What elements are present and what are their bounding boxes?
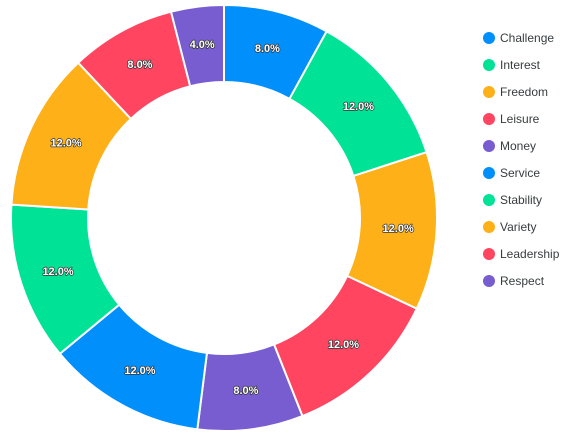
slice-label-variety: 12.0% xyxy=(383,223,414,235)
legend-label: Respect xyxy=(500,273,545,288)
slice-label-freedom: 12.0% xyxy=(51,138,82,150)
slice-money[interactable] xyxy=(169,3,225,88)
legend-item-variety[interactable]: Variety xyxy=(483,213,559,240)
legend-marker-icon xyxy=(483,274,495,287)
donut-chart: 8.0% 12.0% 12.0% 12.0% 8.0% 12.0% 12.0% 12.0% 8.… xyxy=(10,3,438,432)
legend-marker-icon xyxy=(483,58,495,71)
legend-item-freedom[interactable]: Freedom xyxy=(483,78,559,105)
legend-label: Leisure xyxy=(500,111,540,126)
legend-label: Money xyxy=(500,138,537,153)
legend-item-interest[interactable]: Interest xyxy=(483,51,559,78)
legend-marker-icon xyxy=(483,139,495,152)
slice-label-leisure: 8.0% xyxy=(127,59,152,71)
slice-label-challenge: 12.0% xyxy=(124,365,155,377)
slice-label-interest: 12.0% xyxy=(42,266,73,278)
slice-label-stability: 12.0% xyxy=(343,101,374,113)
legend-item-leisure[interactable]: Leisure xyxy=(483,105,559,132)
slice-label-money: 4.0% xyxy=(190,39,215,51)
legend-label: Stability xyxy=(500,192,543,207)
chart-legend: Challenge Interest Freedom Leisure Money Serv… xyxy=(483,24,559,294)
legend-label: Interest xyxy=(500,57,541,72)
legend-marker-icon xyxy=(483,166,495,179)
legend-item-leadership[interactable]: Leadership xyxy=(483,240,559,267)
legend-item-service[interactable]: Service xyxy=(483,159,559,186)
slice-label-respect: 8.0% xyxy=(233,385,258,397)
legend-label: Freedom xyxy=(500,84,549,99)
legend-label: Variety xyxy=(500,219,537,234)
slice-label-service: 8.0% xyxy=(255,43,280,55)
legend-marker-icon xyxy=(483,220,495,233)
legend-label: Challenge xyxy=(500,30,555,45)
slice-label-leadership: 12.0% xyxy=(328,339,359,351)
legend-item-challenge[interactable]: Challenge xyxy=(483,24,559,51)
legend-marker-icon xyxy=(483,193,495,206)
legend-marker-icon xyxy=(483,247,495,260)
legend-item-money[interactable]: Money xyxy=(483,132,559,159)
legend-item-stability[interactable]: Stability xyxy=(483,186,559,213)
legend-label: Leadership xyxy=(500,246,560,261)
legend-marker-icon xyxy=(483,85,495,98)
legend-label: Service xyxy=(500,165,541,180)
legend-item-respect[interactable]: Respect xyxy=(483,267,559,294)
legend-marker-icon xyxy=(483,112,495,125)
legend-marker-icon xyxy=(483,31,495,44)
